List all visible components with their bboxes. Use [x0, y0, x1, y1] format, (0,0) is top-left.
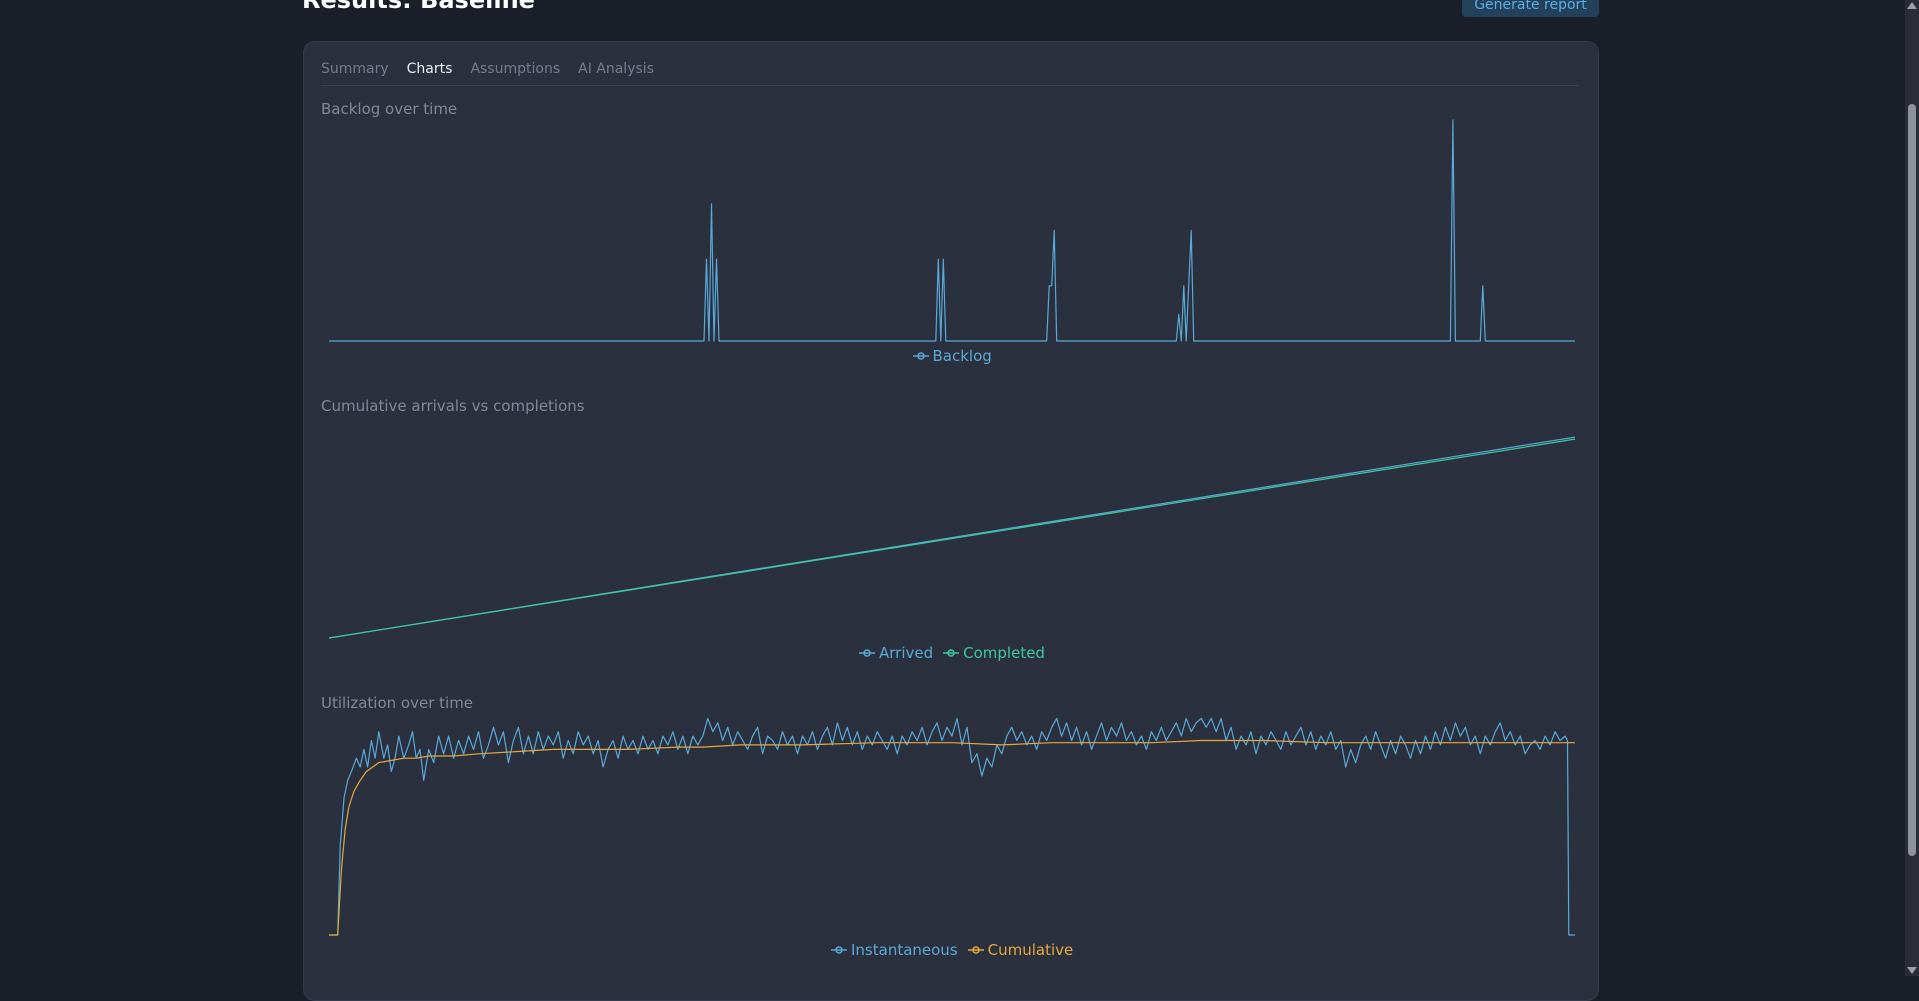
- series-line-instantaneous: [329, 717, 1575, 936]
- legend-label: Instantaneous: [851, 941, 958, 959]
- utilization-legend: Instantaneous Cumulative: [831, 940, 1073, 960]
- scrollbar-thumb[interactable]: [1908, 104, 1916, 856]
- legend-item-arrived[interactable]: Arrived: [859, 643, 933, 663]
- line-marker-icon: [967, 946, 984, 954]
- backlog-chart: [329, 119, 1575, 342]
- series-line-backlog: [329, 119, 1575, 342]
- cumulative-chart: [328, 436, 1576, 639]
- tab-bar: Summary Charts Assumptions AI Analysis: [321, 59, 1579, 86]
- legend-item-instantaneous[interactable]: Instantaneous: [831, 940, 958, 960]
- legend-item-backlog[interactable]: Backlog: [912, 346, 992, 366]
- series-line-completed: [328, 438, 1576, 639]
- utilization-chart-title: Utilization over time: [321, 694, 474, 712]
- cumulative-legend: Arrived Completed: [859, 643, 1045, 663]
- cumulative-chart-title: Cumulative arrivals vs completions: [321, 397, 585, 415]
- page-title: Results: Baseline: [302, 0, 535, 14]
- legend-label: Backlog: [932, 347, 992, 365]
- tab-summary[interactable]: Summary: [321, 61, 389, 77]
- results-panel: Summary Charts Assumptions AI Analysis B…: [303, 41, 1599, 1001]
- line-marker-icon: [912, 352, 929, 360]
- line-marker-icon: [831, 946, 847, 954]
- tab-ai-analysis[interactable]: AI Analysis: [578, 61, 654, 77]
- line-marker-icon: [859, 649, 875, 657]
- legend-item-cumulative[interactable]: Cumulative: [967, 940, 1074, 960]
- legend-label: Completed: [963, 644, 1045, 662]
- line-marker-icon: [943, 649, 960, 657]
- page-scrollbar[interactable]: [1905, 0, 1919, 976]
- tab-assumptions[interactable]: Assumptions: [470, 61, 561, 77]
- generate-report-button[interactable]: Generate report: [1462, 0, 1599, 17]
- tab-charts[interactable]: Charts: [406, 61, 453, 77]
- backlog-chart-title: Backlog over time: [321, 100, 458, 118]
- series-line-cumulative: [329, 739, 1575, 936]
- legend-item-completed[interactable]: Completed: [943, 643, 1045, 663]
- legend-label: Arrived: [879, 644, 934, 662]
- scroll-down-arrow-icon[interactable]: [1907, 967, 1917, 974]
- backlog-legend: Backlog: [912, 346, 992, 366]
- charts-canvas: [328, 119, 1576, 936]
- legend-label: Cumulative: [987, 941, 1074, 959]
- scroll-up-arrow-icon[interactable]: [1907, 2, 1917, 9]
- utilization-chart: [329, 717, 1575, 936]
